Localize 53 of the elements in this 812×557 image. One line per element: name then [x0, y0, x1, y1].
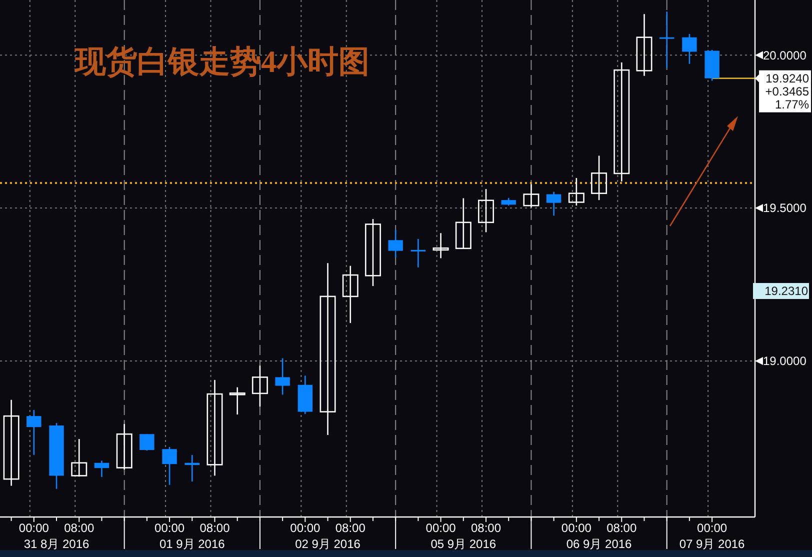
candlestick: [659, 10, 674, 69]
text: 01 9月 2016: [159, 537, 226, 551]
candlestick: [364, 218, 381, 287]
candlestick: [591, 155, 608, 201]
x-tick-label: 00:00: [697, 521, 728, 535]
text: 02 9月 2016: [295, 537, 361, 551]
candlestick: [94, 460, 110, 478]
y-tick-label: 19.5000: [763, 201, 807, 216]
text: 06 9月 2016: [566, 537, 632, 551]
candlestick: [140, 433, 154, 452]
x-tick-label: 08:00: [64, 521, 94, 535]
candlestick: [26, 409, 42, 456]
candlestick: [252, 364, 268, 408]
candlestick: [229, 386, 246, 416]
x-tick-label: 00:00: [18, 521, 50, 535]
candlestick: [162, 446, 177, 486]
x-tick-label: 08:00: [606, 521, 637, 535]
ref-line-label: 19.9240: [766, 72, 810, 86]
text: 05 9月 2016: [430, 537, 496, 551]
y-tick-label: 19.0000: [763, 354, 807, 368]
text: 现货白银走势4小时图: [74, 44, 370, 79]
x-tick-label: 08:00: [200, 521, 230, 535]
candlestick: [184, 454, 200, 482]
candlestick: [523, 184, 540, 208]
candlestick: [636, 13, 652, 77]
candlestick: [116, 423, 132, 470]
candlestick: [478, 188, 494, 233]
candlestick: [275, 358, 290, 396]
candlestick: [206, 379, 223, 476]
candlestick: [614, 62, 630, 182]
text: 1.77%: [774, 98, 810, 112]
text: 19.2310: [764, 284, 808, 298]
candlestick: [71, 438, 88, 478]
x-tick-label: 00:00: [426, 521, 456, 535]
x-tick-label: 08:00: [470, 521, 502, 535]
x-tick-label: 00:00: [290, 521, 321, 535]
candlestick: [342, 265, 358, 324]
text: 07 9月 2016: [679, 537, 746, 551]
x-tick-label: 00:00: [561, 521, 592, 535]
candlestick: [568, 177, 584, 206]
candlestick: [455, 198, 472, 250]
candlestick: [388, 229, 403, 258]
candlestick: [410, 238, 426, 268]
x-tick-label: 00:00: [154, 521, 185, 535]
x-tick-label: 08:00: [335, 521, 366, 535]
candlestick: [3, 399, 20, 486]
text: +0.3465: [765, 84, 810, 99]
y-tick-label: 20.0000: [763, 48, 807, 62]
candlestick: [432, 232, 449, 259]
candlestick: [320, 262, 336, 436]
text: 31 8月 2016: [24, 537, 90, 551]
candlestick: [546, 191, 562, 216]
candlestick: [682, 33, 697, 65]
